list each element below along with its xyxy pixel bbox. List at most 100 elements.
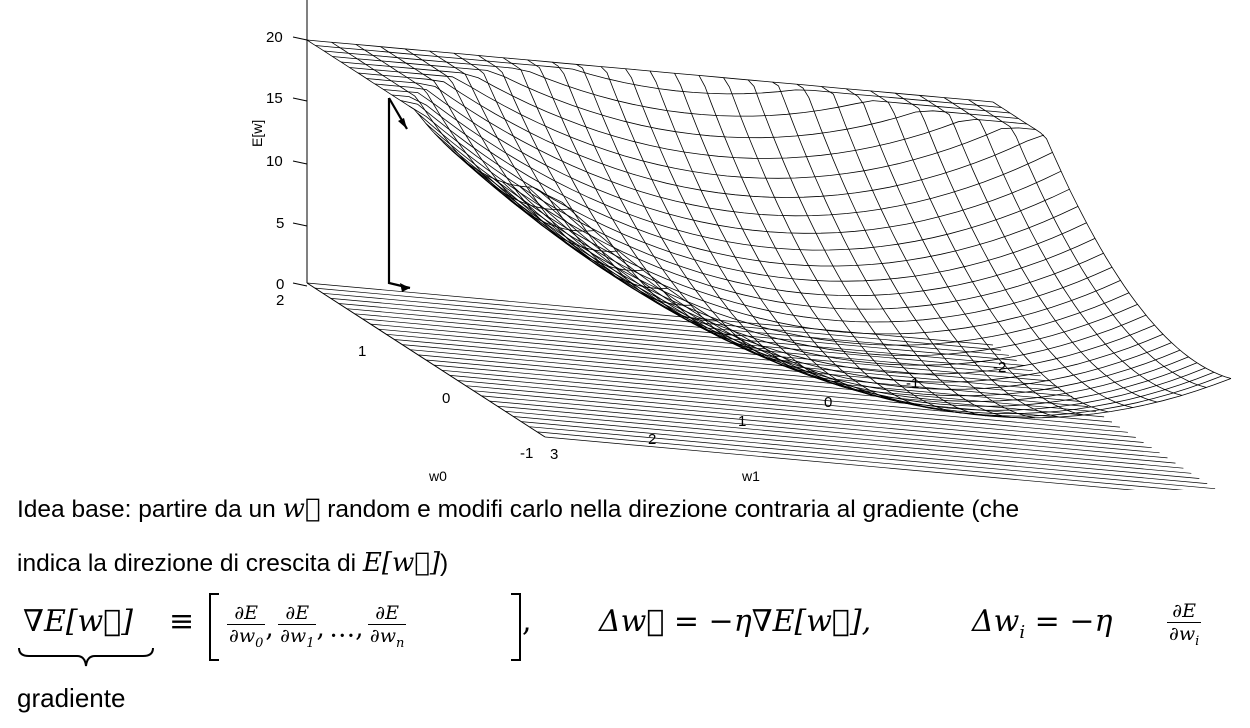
gradient-label: gradiente — [17, 683, 126, 713]
mesh-line — [453, 52, 693, 306]
underbrace — [18, 647, 154, 667]
mesh-line — [330, 298, 1017, 361]
mesh-line — [370, 323, 1057, 387]
mesh-line — [698, 75, 938, 410]
z-tick: 15 — [266, 90, 283, 107]
mesh-line — [894, 92, 1134, 408]
equiv-sign: ≡ — [169, 604, 195, 639]
mesh-line — [425, 359, 1113, 423]
mesh-line — [747, 79, 987, 417]
mesh-line — [772, 81, 1011, 418]
mesh-line — [404, 48, 644, 271]
w-vector-symbol: w⃗ — [282, 494, 321, 524]
mesh-line — [502, 181, 1189, 402]
mesh-line — [331, 41, 570, 211]
z-tick: 20 — [266, 29, 283, 46]
mesh-line — [425, 123, 1113, 323]
mesh-line — [314, 287, 1001, 351]
z-tick: 0 — [276, 276, 284, 293]
mesh-line — [306, 282, 994, 346]
mesh-line — [489, 400, 1176, 464]
z-tick: 5 — [276, 215, 284, 232]
gradient-equation: ∇E[w⃗] ≡ ∂E ∂w0, ∂E ∂w1, …, ∂E ∂wn , Δw⃗ = … — [17, 590, 1247, 668]
w0-axis-ticks: 2 1 0 -1 — [276, 292, 533, 462]
mesh-line — [315, 45, 1002, 108]
mesh-line — [502, 57, 742, 336]
mesh-line — [576, 64, 815, 373]
comma: , — [265, 613, 274, 644]
mesh-line — [723, 77, 962, 414]
w0-tick: 2 — [276, 292, 284, 309]
mesh-line — [821, 86, 1060, 418]
mesh-line — [473, 390, 1160, 454]
mesh-line — [391, 94, 1079, 267]
floor-grid — [306, 282, 1216, 490]
mesh-line — [465, 385, 1152, 449]
gradient-vector: ∂E ∂w0, ∂E ∂w1, …, ∂E ∂wn — [227, 602, 407, 655]
right-bracket — [511, 593, 521, 661]
mesh-line — [544, 436, 1136, 490]
mesh-line — [394, 339, 1081, 402]
mesh-line — [674, 73, 913, 405]
intro-text-d: ) — [440, 550, 449, 577]
error-surface-mesh — [306, 39, 1232, 419]
partial-fraction-0: ∂E ∂w0 — [227, 602, 266, 651]
w1-tick: -1 — [906, 375, 919, 392]
intro-text-c: indica la direzione di crescita di — [17, 550, 363, 577]
w0-tick: -1 — [520, 445, 533, 462]
mesh-line — [378, 328, 1065, 392]
error-symbol: E[w⃗] — [362, 548, 441, 578]
intro-text-b: random e modifi carlo nella direzione co… — [320, 496, 1020, 523]
mesh-line — [527, 59, 766, 350]
ellipsis: …, — [329, 613, 364, 644]
gradient-lhs: ∇E[w⃗] — [23, 604, 133, 639]
mesh-line — [625, 68, 864, 391]
mesh-line — [323, 50, 1011, 117]
delta-w-rule: Δw⃗ = −η∇E[w⃗], — [599, 604, 872, 639]
mesh-line — [355, 44, 595, 232]
mesh-line — [992, 101, 1232, 379]
mesh-line — [845, 88, 1085, 416]
mesh-line — [870, 90, 1109, 413]
w0-tick: 0 — [442, 390, 450, 407]
z-axis-ticks: 20 15 10 5 0 — [266, 29, 308, 293]
w0-tick: 1 — [358, 343, 366, 360]
w1-tick: -2 — [993, 359, 1006, 376]
mesh-line — [493, 178, 1181, 397]
w1-tick: 1 — [738, 413, 746, 430]
mesh-line — [306, 282, 546, 438]
mesh-line — [349, 67, 1036, 179]
intro-text-a: Idea base: partire da un — [17, 496, 283, 523]
mesh-line — [551, 61, 791, 362]
partial-fraction-n: ∂E ∂wn — [367, 602, 407, 651]
mesh-line — [536, 188, 1223, 417]
mesh-line — [537, 431, 1184, 490]
partial-fraction-i: ∂E ∂wi — [1167, 600, 1202, 649]
mesh-line — [476, 169, 1164, 383]
mesh-line — [386, 333, 1073, 397]
mesh-line — [505, 410, 1192, 474]
w1-tick: 2 — [648, 431, 656, 448]
mesh-line — [306, 39, 546, 195]
mesh-line — [429, 50, 668, 289]
mesh-line — [521, 421, 1208, 484]
delta-wi-rule: Δwi = −η — [972, 604, 1113, 643]
mesh-line — [441, 369, 1128, 433]
intro-line-2: indica la direzione di crescita di E[w⃗]… — [17, 548, 448, 578]
mesh-line — [362, 318, 1049, 382]
mesh-line — [919, 95, 1158, 403]
mesh-line — [449, 375, 1136, 438]
w1-axis-label: w1 — [741, 468, 760, 484]
mesh-line — [649, 70, 889, 399]
mesh-line — [417, 112, 1104, 310]
w1-tick: 0 — [824, 394, 832, 411]
comma: , — [316, 613, 325, 644]
left-bracket — [209, 593, 219, 661]
mesh-line — [796, 83, 1036, 419]
mesh-line — [346, 308, 1033, 372]
mesh-line — [402, 344, 1089, 407]
w1-axis-ticks: 3 2 1 0 -1 -2 — [550, 359, 1006, 463]
bracket-comma: , — [522, 604, 532, 639]
gradient-arrow — [387, 97, 411, 292]
mesh-line — [459, 157, 1147, 366]
